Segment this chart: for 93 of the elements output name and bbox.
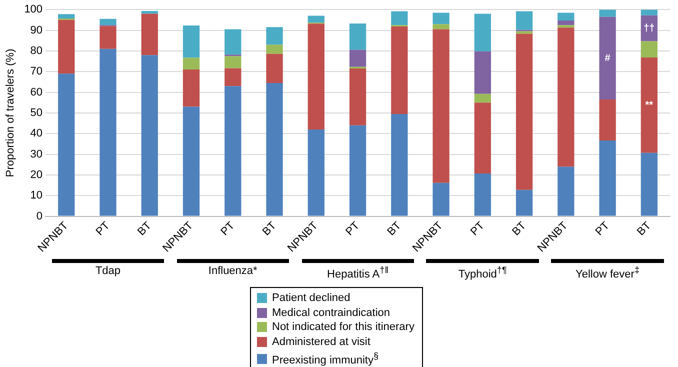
- text: Yellow fever$^{‡}$: [574, 265, 641, 281]
- legend-label: Not indicated for this itinerary: [272, 320, 414, 334]
- bar: [141, 55, 158, 216]
- bar: [100, 18, 116, 26]
- x-tick-label: BT: [135, 220, 154, 238]
- bar: [516, 190, 533, 216]
- text: Hepatitis A$^{†‖}$: [326, 265, 390, 281]
- y-tick-label: 40: [30, 128, 43, 140]
- bar: [349, 68, 366, 126]
- legend-label: Medical contraindication: [272, 306, 390, 320]
- bar: [474, 174, 491, 216]
- bar: [182, 26, 200, 58]
- bar: [640, 15, 658, 42]
- bar: [100, 48, 116, 216]
- bar: [432, 12, 450, 24]
- bar: [224, 86, 242, 216]
- bar: [182, 106, 200, 216]
- bar: [391, 26, 408, 114]
- y-tick-label: 60: [30, 86, 43, 98]
- bar: [640, 152, 658, 216]
- bar: [391, 11, 408, 26]
- bar: [558, 166, 574, 216]
- bar: [432, 29, 450, 183]
- x-tick-label: PT: [468, 220, 488, 238]
- y-tick-label: 100: [24, 4, 43, 16]
- text: Tdap: [94, 265, 122, 277]
- bar: [224, 68, 242, 86]
- bar: [640, 10, 658, 16]
- bar: [640, 58, 658, 153]
- x-tick-label: PT: [593, 220, 612, 238]
- bar: [474, 14, 491, 52]
- y-tick-label: 0: [36, 210, 43, 222]
- bar: [516, 11, 533, 30]
- text: Influenza*: [207, 265, 258, 277]
- bar: [516, 31, 533, 34]
- bar: [558, 28, 574, 167]
- legend-label: Administered at visit: [272, 334, 370, 349]
- bar: [224, 29, 242, 55]
- x-tick-label: BT: [510, 220, 529, 238]
- x-tick-label: BT: [385, 220, 404, 238]
- bar: [182, 58, 200, 70]
- y-tick-label: 80: [30, 44, 43, 57]
- bar: [474, 51, 491, 94]
- x-tick-label: BT: [260, 220, 279, 238]
- bar: [141, 14, 158, 56]
- bar: [58, 74, 75, 216]
- y-tick-label: 20: [30, 168, 43, 181]
- bar: [266, 54, 283, 83]
- bar: [432, 182, 450, 216]
- x-tick-label: BT: [635, 220, 654, 238]
- legend-label: Preexisting immunity$^{§}$: [272, 350, 379, 367]
- y-tick-label: 50: [30, 106, 43, 119]
- y-tick-label: 70: [30, 66, 43, 78]
- data-label: #: [604, 52, 611, 64]
- legend-label: Patient declined: [272, 291, 350, 306]
- bar: [599, 100, 616, 140]
- bar: [349, 23, 366, 50]
- bar: [58, 14, 75, 18]
- bar: [474, 94, 491, 103]
- bar: [141, 11, 158, 14]
- bar: [640, 41, 658, 58]
- bar: [599, 10, 616, 17]
- bar: [599, 140, 616, 216]
- bar: [308, 24, 324, 130]
- x-tick-label: PT: [218, 220, 238, 238]
- x-tick-label: PT: [94, 220, 112, 238]
- bar: [599, 16, 616, 100]
- bar: [349, 50, 366, 67]
- bar: [266, 82, 283, 216]
- bar: [558, 12, 574, 21]
- data-label: **: [645, 100, 654, 111]
- bar: [349, 125, 366, 216]
- bar: [391, 114, 408, 216]
- y-axis-title: Proportion of travelers (%): [4, 48, 17, 178]
- data-label: ††: [644, 23, 655, 34]
- bar: [432, 24, 450, 30]
- bar: [558, 25, 574, 28]
- y-tick-label: 10: [30, 190, 43, 202]
- y-tick-label: 30: [30, 148, 43, 160]
- bar: [516, 34, 533, 190]
- y-tick-label: 90: [30, 24, 43, 36]
- bar: [182, 70, 200, 107]
- bar: [58, 20, 75, 74]
- bar: [308, 16, 324, 23]
- bar: [100, 26, 116, 49]
- bar: [474, 102, 491, 174]
- bar: [266, 27, 283, 45]
- text: Typhoid$^{†¶}$: [457, 265, 508, 281]
- bar: [266, 44, 283, 54]
- bar: [558, 20, 574, 26]
- x-tick-label: PT: [344, 220, 362, 238]
- bar: [224, 56, 242, 68]
- bar: [308, 129, 324, 216]
